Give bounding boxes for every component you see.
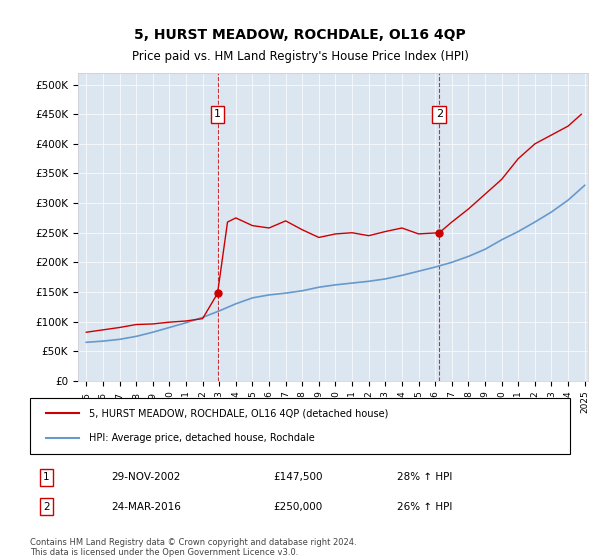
Text: HPI: Average price, detached house, Rochdale: HPI: Average price, detached house, Roch… [89,433,315,443]
Text: 26% ↑ HPI: 26% ↑ HPI [397,502,452,511]
Text: Contains HM Land Registry data © Crown copyright and database right 2024.
This d: Contains HM Land Registry data © Crown c… [30,538,356,557]
Text: 5, HURST MEADOW, ROCHDALE, OL16 4QP: 5, HURST MEADOW, ROCHDALE, OL16 4QP [134,28,466,42]
FancyBboxPatch shape [30,398,570,454]
Text: 28% ↑ HPI: 28% ↑ HPI [397,473,452,482]
Text: 2: 2 [436,109,443,119]
Text: £250,000: £250,000 [273,502,322,511]
Text: Price paid vs. HM Land Registry's House Price Index (HPI): Price paid vs. HM Land Registry's House … [131,50,469,63]
Text: 1: 1 [214,109,221,119]
Text: £147,500: £147,500 [273,473,323,482]
Text: 5, HURST MEADOW, ROCHDALE, OL16 4QP (detached house): 5, HURST MEADOW, ROCHDALE, OL16 4QP (det… [89,408,389,418]
Text: 1: 1 [43,473,50,482]
Text: 2: 2 [43,502,50,511]
Text: 29-NOV-2002: 29-NOV-2002 [111,473,181,482]
Text: 24-MAR-2016: 24-MAR-2016 [111,502,181,511]
